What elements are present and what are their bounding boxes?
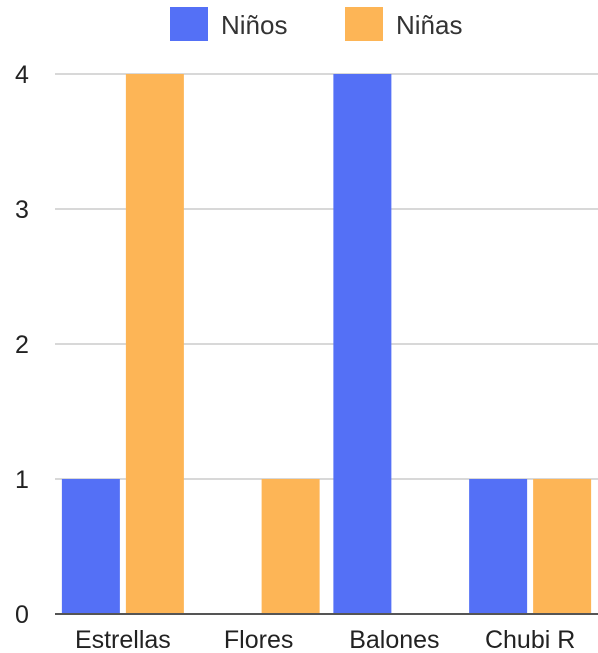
y-tick-label: 0 — [15, 601, 29, 629]
x-tick-label: Chubi R — [485, 626, 575, 653]
y-tick-label: 3 — [15, 196, 29, 224]
legend-swatch — [345, 7, 383, 41]
bar-series-2-1 — [261, 479, 320, 614]
y-tick-label: 2 — [15, 331, 29, 359]
legend-label: Niños — [221, 10, 287, 40]
legend: Niños Niñas — [170, 7, 462, 41]
bar-series-2-0 — [125, 74, 184, 614]
y-tick-label: 1 — [15, 466, 29, 494]
legend-label: Niñas — [396, 10, 462, 40]
x-tick-label: Flores — [224, 626, 293, 653]
x-tick-label: Balones — [349, 626, 439, 653]
bar-series-1-3 — [469, 479, 528, 614]
legend-swatch — [170, 7, 208, 41]
bar-series-1-0 — [61, 479, 120, 614]
y-tick-label: 4 — [15, 61, 29, 89]
bars — [61, 74, 592, 614]
x-tick-label: Estrellas — [75, 626, 171, 653]
bar-series-2-3 — [533, 479, 592, 614]
y-axis-tick-labels: 0 1 2 3 4 — [15, 61, 29, 629]
x-axis-tick-labels: Estrellas Flores Balones Chubi R — [75, 626, 575, 653]
bar-series-1-2 — [333, 74, 392, 614]
